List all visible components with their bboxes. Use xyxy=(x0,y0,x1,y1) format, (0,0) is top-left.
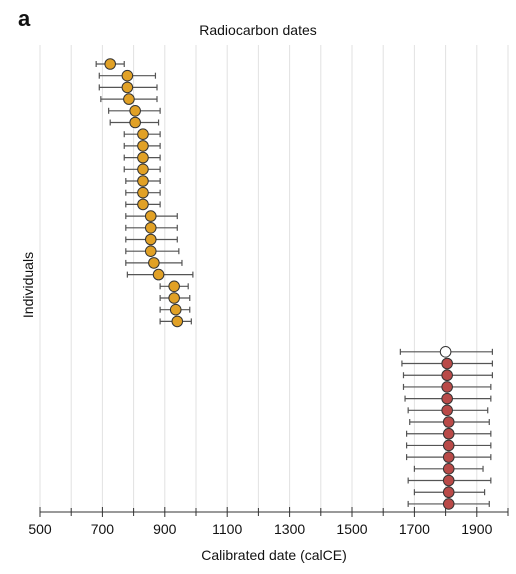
data-point xyxy=(137,175,149,187)
data-point-group xyxy=(406,427,492,440)
x-axis: 500 700 900 1100 1300 1500 1700 1900 xyxy=(28,507,509,537)
data-point xyxy=(169,303,182,316)
data-point xyxy=(148,257,160,269)
data-point-group xyxy=(123,128,161,140)
data-point-group xyxy=(126,268,194,281)
data-point-group xyxy=(407,404,489,417)
data-point xyxy=(442,439,455,452)
data-point xyxy=(137,198,149,211)
data-point-group xyxy=(159,292,191,304)
x-axis-label: Calibrated date (calCE) xyxy=(201,547,347,563)
data-point-group xyxy=(159,280,189,293)
data-point xyxy=(442,451,455,463)
data-point-group xyxy=(413,463,484,475)
x-tick-label: 900 xyxy=(153,521,177,537)
data-point xyxy=(442,463,455,475)
data-point-group xyxy=(409,416,490,428)
data-point xyxy=(441,404,453,417)
data-point xyxy=(442,474,455,487)
x-tick-label: 700 xyxy=(91,521,115,537)
data-point-group xyxy=(109,116,160,129)
data-point-group xyxy=(401,357,493,370)
data-point xyxy=(442,427,455,440)
data-point xyxy=(129,105,141,117)
x-tick-label: 500 xyxy=(28,521,52,537)
data-point-group xyxy=(125,198,161,211)
data-point-group xyxy=(123,151,161,164)
data-point xyxy=(129,116,141,129)
data-point xyxy=(137,140,149,152)
data-point xyxy=(442,486,455,499)
data-point xyxy=(121,81,134,94)
data-point-group xyxy=(402,369,493,382)
chart-title: Radiocarbon dates xyxy=(199,22,317,38)
data-point-group xyxy=(125,257,183,269)
data-point-group xyxy=(159,315,192,328)
data-point xyxy=(137,128,149,140)
data-point xyxy=(144,222,157,234)
x-tick-label: 1100 xyxy=(212,521,242,537)
data-point-group xyxy=(402,381,492,393)
data-point xyxy=(137,186,149,199)
data-point xyxy=(168,292,180,304)
data-points xyxy=(95,58,493,510)
data-point xyxy=(441,357,453,370)
data-point-group xyxy=(404,392,492,405)
data-point-group xyxy=(95,58,125,70)
gridlines xyxy=(39,45,509,512)
data-point-group xyxy=(125,233,178,246)
data-point xyxy=(144,233,157,246)
x-tick-label: 1300 xyxy=(274,521,305,537)
data-point xyxy=(441,369,453,382)
data-point xyxy=(441,392,453,405)
data-point-group xyxy=(159,303,191,316)
data-point xyxy=(123,93,135,105)
data-point xyxy=(144,210,157,222)
x-tick-label: 1900 xyxy=(461,521,492,537)
data-point-group xyxy=(125,222,178,234)
data-point xyxy=(104,58,116,70)
data-point xyxy=(137,163,149,176)
data-point xyxy=(144,245,157,257)
data-point-group xyxy=(123,140,161,152)
x-tick-label: 1700 xyxy=(399,521,430,537)
data-point-group xyxy=(125,186,161,199)
data-point xyxy=(171,315,184,328)
data-point xyxy=(442,498,455,510)
data-point-group xyxy=(108,105,161,117)
data-point xyxy=(168,280,180,293)
data-point xyxy=(121,69,134,82)
data-point-group xyxy=(98,69,157,82)
data-point-group xyxy=(100,93,158,105)
data-point-group xyxy=(125,245,180,257)
panel-label: a xyxy=(18,6,31,31)
data-point xyxy=(441,381,453,393)
data-point-group xyxy=(125,175,161,187)
data-point-group xyxy=(98,81,158,94)
data-point-group xyxy=(399,346,493,358)
data-point-group xyxy=(413,486,486,499)
data-point xyxy=(152,268,165,281)
data-point xyxy=(442,416,455,428)
data-point-group xyxy=(406,451,492,463)
data-point-group xyxy=(125,210,178,222)
data-point-group xyxy=(407,474,492,487)
data-point xyxy=(137,151,149,164)
data-point xyxy=(439,346,452,358)
data-point-group xyxy=(406,439,492,452)
x-tick-label: 1500 xyxy=(336,521,367,537)
data-point-group xyxy=(407,498,490,510)
data-point-group xyxy=(123,163,161,176)
